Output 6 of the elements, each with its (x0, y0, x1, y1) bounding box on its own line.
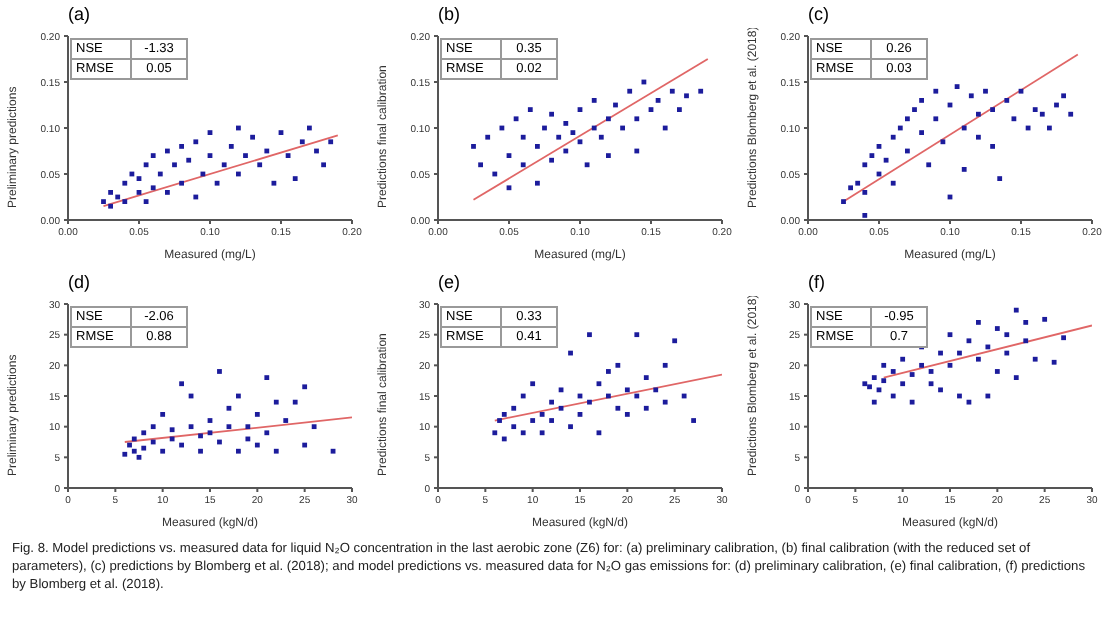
chart-title: (b) (436, 2, 462, 28)
chart-title: (e) (436, 270, 462, 296)
chart-title: (a) (66, 2, 92, 28)
chart-title: (f) (806, 270, 827, 296)
chart-title: (d) (66, 270, 92, 296)
chart-title: (c) (806, 2, 831, 28)
